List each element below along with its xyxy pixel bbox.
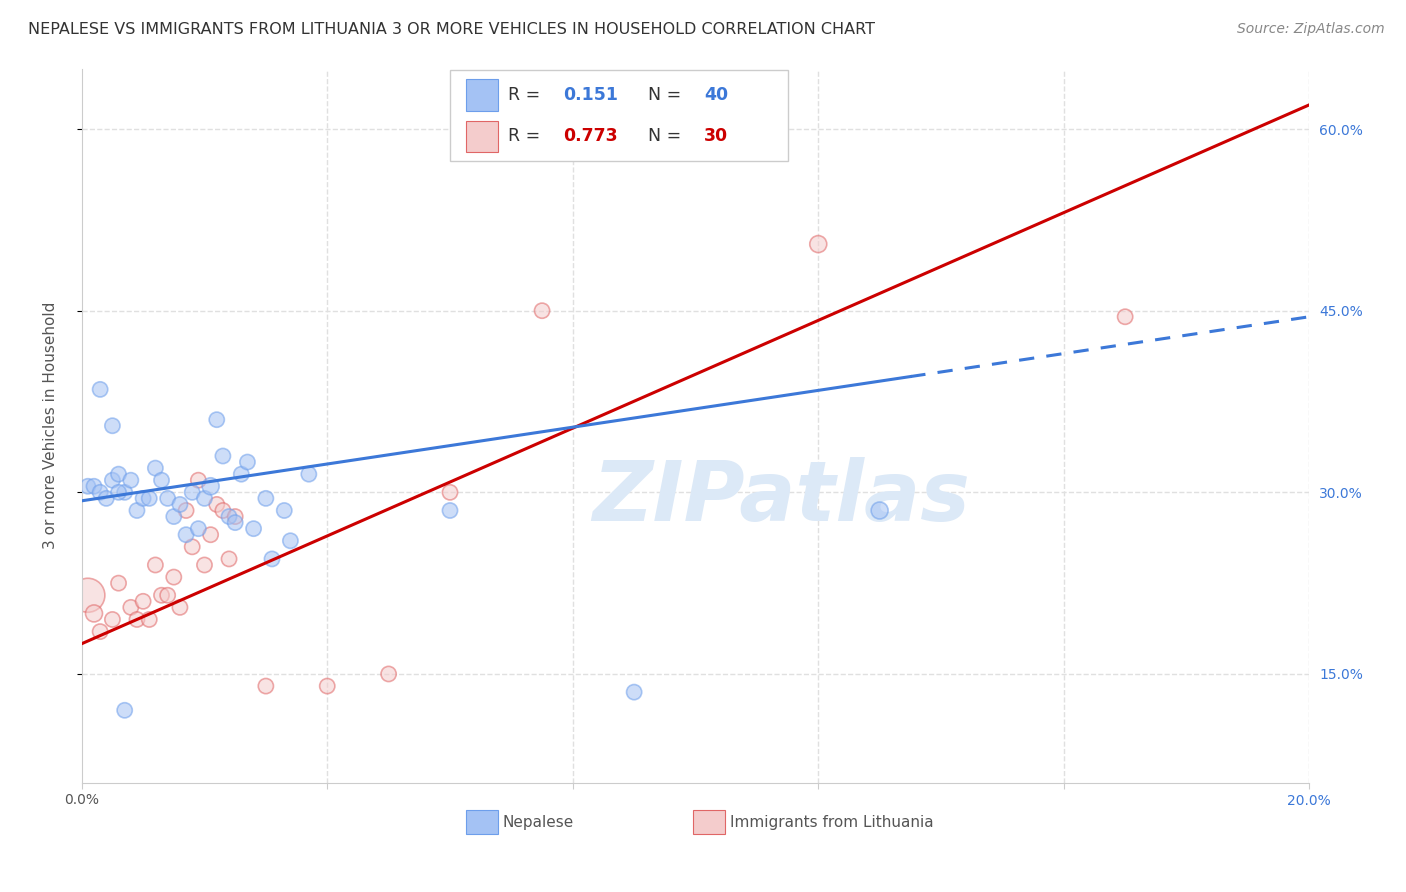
Point — [107, 485, 129, 500]
Point — [212, 503, 235, 517]
Point — [377, 667, 399, 681]
Point — [107, 467, 129, 482]
Point — [807, 237, 830, 252]
Point — [205, 412, 228, 426]
Point — [439, 503, 461, 517]
Point — [163, 509, 186, 524]
Point — [101, 418, 124, 433]
Point — [83, 607, 105, 621]
Point — [260, 552, 283, 566]
Text: R =: R = — [508, 128, 546, 145]
Point — [193, 558, 215, 572]
Point — [169, 498, 191, 512]
Point — [231, 467, 253, 482]
Point — [145, 461, 167, 475]
Point — [174, 503, 197, 517]
Point — [89, 624, 111, 639]
Text: 40: 40 — [704, 86, 728, 104]
FancyBboxPatch shape — [465, 810, 498, 834]
Point — [224, 509, 246, 524]
Point — [531, 303, 554, 318]
Point — [218, 552, 240, 566]
Point — [156, 588, 179, 602]
Point — [869, 503, 891, 517]
FancyBboxPatch shape — [465, 120, 498, 153]
Point — [138, 612, 160, 626]
Point — [236, 455, 259, 469]
Point — [212, 449, 235, 463]
Point — [114, 485, 136, 500]
Point — [107, 576, 129, 591]
Point — [298, 467, 321, 482]
Point — [169, 600, 191, 615]
Point — [218, 509, 240, 524]
Text: NEPALESE VS IMMIGRANTS FROM LITHUANIA 3 OR MORE VEHICLES IN HOUSEHOLD CORRELATIO: NEPALESE VS IMMIGRANTS FROM LITHUANIA 3 … — [28, 22, 875, 37]
Text: Nepalese: Nepalese — [503, 814, 574, 830]
Point — [76, 588, 98, 602]
Text: Source: ZipAtlas.com: Source: ZipAtlas.com — [1237, 22, 1385, 37]
Point — [280, 533, 302, 548]
Point — [242, 522, 264, 536]
Text: ZIPatlas: ZIPatlas — [592, 457, 970, 538]
Y-axis label: 3 or more Vehicles in Household: 3 or more Vehicles in Household — [44, 302, 58, 549]
FancyBboxPatch shape — [450, 70, 787, 161]
Point — [89, 485, 111, 500]
Text: N =: N = — [637, 128, 686, 145]
Point — [89, 383, 111, 397]
Point — [125, 612, 148, 626]
Point — [174, 527, 197, 541]
Point — [316, 679, 339, 693]
Point — [156, 491, 179, 506]
Point — [623, 685, 645, 699]
Point — [101, 612, 124, 626]
Point — [193, 491, 215, 506]
Point — [187, 522, 209, 536]
Point — [181, 540, 204, 554]
Point — [200, 479, 222, 493]
Point — [132, 491, 155, 506]
Point — [163, 570, 186, 584]
Point — [114, 703, 136, 717]
Text: 20.0%: 20.0% — [1288, 794, 1331, 807]
Point — [205, 498, 228, 512]
Point — [254, 679, 277, 693]
Text: R =: R = — [508, 86, 546, 104]
Point — [83, 479, 105, 493]
Text: N =: N = — [637, 86, 686, 104]
Text: 0.151: 0.151 — [562, 86, 617, 104]
Point — [439, 485, 461, 500]
FancyBboxPatch shape — [465, 79, 498, 111]
Point — [224, 516, 246, 530]
Text: Immigrants from Lithuania: Immigrants from Lithuania — [730, 814, 934, 830]
Point — [120, 473, 142, 487]
Point — [120, 600, 142, 615]
Point — [150, 588, 173, 602]
Point — [101, 473, 124, 487]
FancyBboxPatch shape — [693, 810, 725, 834]
Point — [132, 594, 155, 608]
Point — [96, 491, 118, 506]
Point — [187, 473, 209, 487]
Point — [150, 473, 173, 487]
Point — [181, 485, 204, 500]
Point — [1114, 310, 1136, 324]
Point — [273, 503, 295, 517]
Point — [138, 491, 160, 506]
Text: 30: 30 — [704, 128, 728, 145]
Point — [145, 558, 167, 572]
Point — [125, 503, 148, 517]
Point — [254, 491, 277, 506]
Point — [200, 527, 222, 541]
Text: 0.773: 0.773 — [562, 128, 617, 145]
Point — [76, 479, 98, 493]
